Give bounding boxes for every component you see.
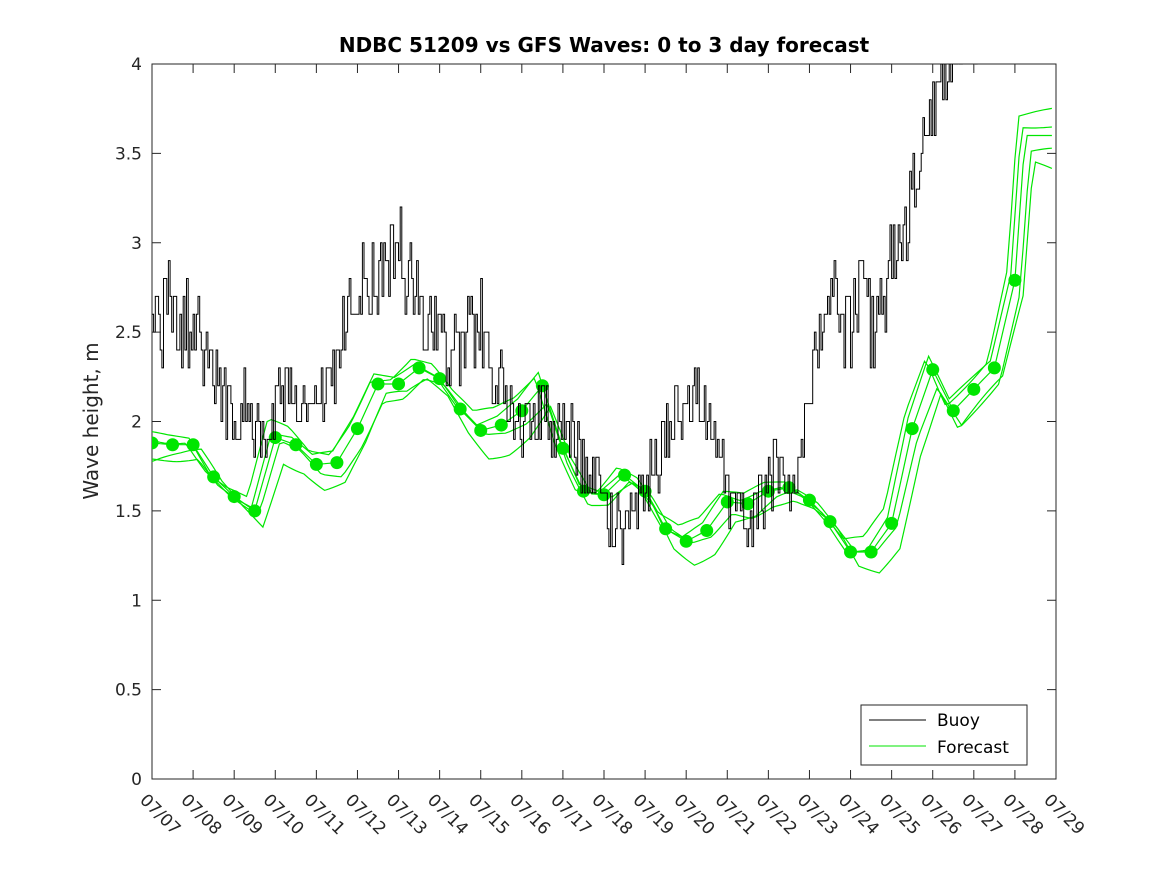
plot-frame (151, 63, 1057, 780)
forecast-point (515, 404, 529, 418)
forecast-point (885, 516, 899, 530)
y-tick-label: 3 (131, 234, 142, 254)
forecast-point (556, 441, 570, 455)
forecast-point (227, 490, 241, 504)
plot-area (151, 63, 1057, 780)
forecast-point (474, 423, 488, 437)
forecast-point (576, 484, 590, 498)
y-tick-label: 1 (131, 591, 142, 611)
forecast-point (248, 504, 262, 518)
forecast-point (782, 481, 796, 495)
legend-buoy-label: Buoy (937, 711, 980, 731)
forecast-point (741, 497, 755, 511)
forecast-point (453, 402, 467, 416)
chart-title: NDBC 51209 vs GFS Waves: 0 to 3 day fore… (339, 33, 870, 57)
forecast-point (494, 418, 508, 432)
forecast-point (1008, 273, 1022, 287)
forecast-line (152, 107, 1053, 540)
y-tick-label: 4 (131, 55, 142, 75)
forecast-point (659, 522, 673, 536)
y-tick-label: 1.5 (115, 502, 142, 522)
forecast-point (433, 372, 447, 386)
forecast-point (802, 493, 816, 507)
forecast-point (309, 457, 323, 471)
forecast-point (987, 361, 1001, 375)
legend-box (860, 704, 1028, 766)
plot-content (152, 64, 1053, 574)
forecast-point (844, 545, 858, 559)
forecast-point (905, 422, 919, 436)
forecast-point (166, 438, 180, 452)
forecast-point (350, 422, 364, 436)
y-tick-label: 0.5 (115, 681, 142, 701)
forecast-line (152, 147, 1052, 553)
forecast-point (926, 363, 940, 377)
forecast-point (618, 468, 632, 482)
forecast-point (679, 534, 693, 548)
legend: Buoy Forecast (860, 704, 1028, 766)
buoy-line (152, 64, 978, 565)
y-tick-label: 3.5 (115, 144, 142, 164)
forecast-point (371, 377, 385, 391)
forecast-point (330, 456, 344, 470)
forecast-point (597, 488, 611, 502)
legend-forecast-label: Forecast (937, 738, 1009, 758)
forecast-point (823, 515, 837, 529)
forecast-point (412, 361, 426, 375)
forecast-point (392, 377, 406, 391)
forecast-point (720, 495, 734, 509)
forecast-point (186, 438, 200, 452)
y-tick-label: 0 (131, 770, 142, 790)
forecast-point (289, 438, 303, 452)
y-tick-label: 2 (131, 413, 142, 433)
y-axis: 0 0.5 1 1.5 2 2.5 3 3.5 4 (115, 55, 1056, 790)
forecast-point (152, 436, 159, 450)
forecast-point (967, 382, 981, 396)
y-tick-label: 2.5 (115, 323, 142, 343)
forecast-point (946, 404, 960, 418)
forecast-point (864, 545, 878, 559)
forecast-point (700, 524, 714, 538)
y-axis-label: Wave height, m (79, 342, 103, 499)
forecast-point (207, 470, 221, 484)
